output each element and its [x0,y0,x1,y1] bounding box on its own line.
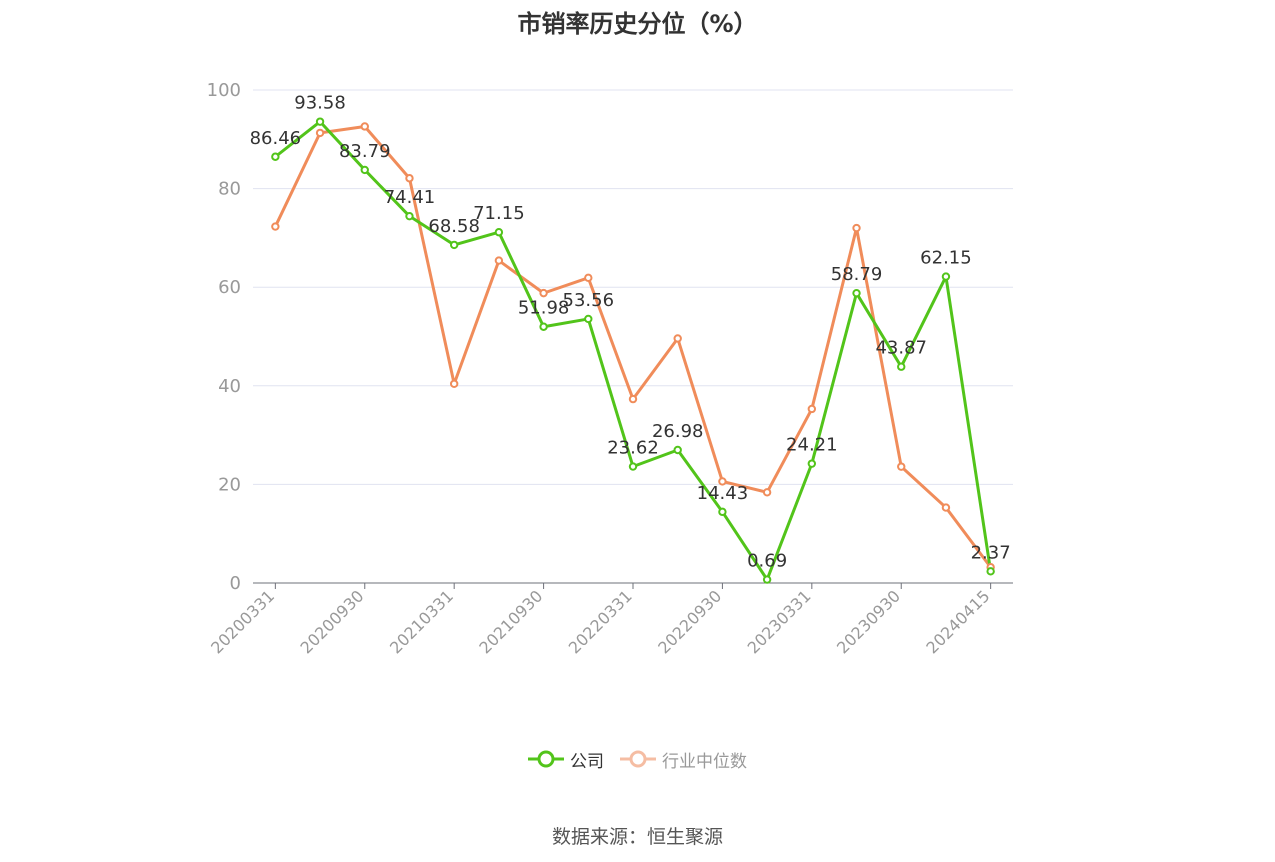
industry-point [941,503,951,512]
data-label: 93.58 [294,93,346,114]
industry-point [852,223,861,233]
company-point [852,288,861,298]
industry-point [539,288,548,298]
x-tick-label: 20200930 [297,586,368,657]
company-point [494,228,504,237]
industry-point [762,488,772,497]
company-point [449,240,459,250]
source-note: 数据来源：恒生聚源 [551,826,723,848]
company-point [315,117,325,126]
industry-point [449,379,459,389]
x-tick-label: 20210930 [475,586,546,657]
x-tick-label: 20230930 [833,586,904,657]
data-label: 43.87 [875,338,927,359]
company-point [271,152,280,161]
x-tick-label: 20220331 [565,586,636,657]
company-point [584,314,593,324]
company-point [360,165,369,175]
company-point [762,575,772,584]
company-point [405,211,414,221]
data-label: 62.15 [920,248,972,269]
data-label: 14.43 [697,483,749,504]
company-point [897,362,906,371]
data-label: 26.98 [652,421,704,442]
data-label: 68.58 [428,216,480,237]
data-label: 0.69 [747,551,787,572]
legend-company-marker [528,750,564,768]
y-tick-label: 20 [218,474,241,495]
industry-point [494,256,504,265]
legend-item-industry[interactable]: 行业中位数 [620,746,747,772]
data-label: 86.46 [250,128,302,149]
legend-company-label: 公司 [570,751,604,772]
company-point [673,445,682,455]
legend-industry-label: 行业中位数 [662,751,747,772]
company-point [718,507,727,517]
data-label: 2.37 [971,542,1011,563]
data-label: 53.56 [563,290,615,311]
data-label: 74.41 [384,187,436,208]
line-chart: 0 20 40 60 80 100 20200331 20200930 20210331 2021… [207,80,1013,657]
data-label: 83.79 [339,141,391,162]
x-tick-label: 20210331 [386,586,457,657]
chart-title: 市销率历史分位（%） [517,10,758,38]
industry-point [405,174,414,183]
data-label: 58.79 [831,264,883,285]
x-tick-label: 20200331 [207,586,278,657]
data-label: 71.15 [473,203,525,224]
industry-point [315,128,325,138]
industry-point [673,334,682,343]
industry-point [628,394,638,404]
company-point [628,462,638,471]
company-point [941,272,951,281]
company-point [986,567,995,576]
industry-point [271,222,280,231]
x-tick-label: 20230331 [744,586,815,657]
industry-point [807,404,817,414]
y-tick-label: 100 [207,80,241,101]
y-tick-label: 40 [218,376,241,397]
company-point [807,459,817,468]
data-label: 24.21 [786,435,838,456]
chart-legend: 公司 行业中位数 [0,746,1275,772]
industry-point [718,477,727,486]
y-tick-label: 0 [230,573,241,594]
industry-point [897,462,906,471]
y-tick-label: 60 [218,277,241,298]
legend-item-company[interactable]: 公司 [528,746,604,772]
x-tick-label: 20220930 [654,586,725,657]
industry-point [360,122,369,131]
x-tick-label: 20240415 [922,586,993,657]
data-label: 23.62 [607,438,659,459]
company-point [539,322,548,331]
legend-industry-marker [620,750,656,768]
industry-point [584,273,593,283]
y-tick-label: 80 [218,179,241,200]
data-label: 51.98 [518,298,570,319]
